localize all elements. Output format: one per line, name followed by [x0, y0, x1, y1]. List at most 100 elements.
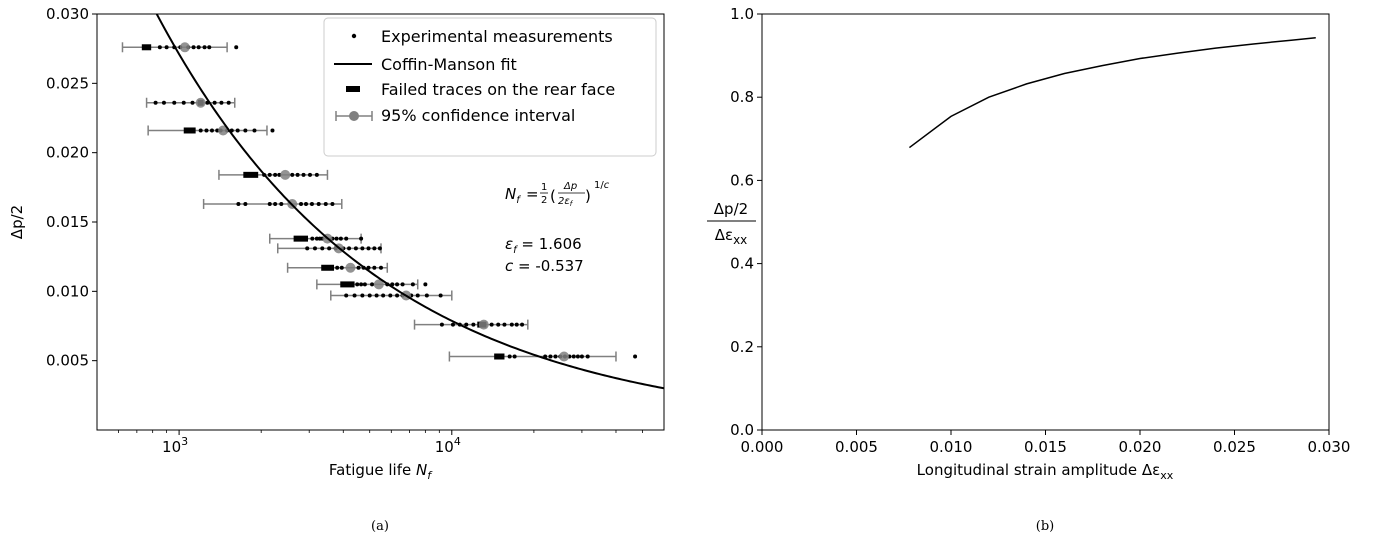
x-tick-label: 0.010	[930, 438, 973, 456]
fit-formula: Nf = 1 2 ( Δp 2εf ) 1/c	[505, 180, 610, 208]
experimental-point	[359, 236, 364, 241]
coffin-manson-fit-curve	[155, 14, 664, 390]
experimental-point	[366, 246, 371, 251]
y-tick-label: 0.6	[730, 171, 754, 189]
experimental-point	[273, 201, 278, 206]
experimental-point	[338, 236, 343, 241]
panel-a-plot-area	[121, 14, 664, 390]
experimental-point	[236, 201, 241, 206]
legend-label-failed: Failed traces on the rear face	[381, 80, 615, 99]
experimental-point	[370, 282, 375, 287]
panel-a-y-axis-label: Δp/2	[8, 205, 26, 239]
y-tick-label: 0.0	[730, 421, 754, 439]
x-tick-label: 0.025	[1213, 438, 1256, 456]
experimental-point	[339, 265, 344, 270]
experimental-point	[307, 172, 312, 177]
experimental-point	[243, 201, 248, 206]
experimental-point	[305, 246, 310, 251]
experimental-point	[198, 128, 203, 133]
failed-trace-bar	[340, 281, 355, 288]
svg-text:Δp/2: Δp/2	[714, 200, 748, 218]
experimental-point	[327, 246, 332, 251]
svg-text:=: =	[526, 185, 539, 203]
experimental-point	[316, 201, 321, 206]
y-tick-label: 0.015	[46, 213, 89, 231]
experimental-point	[633, 354, 638, 359]
experimental-point	[489, 322, 494, 327]
panel-b-x-axis-label: Longitudinal strain amplitude Δεxx	[917, 461, 1174, 482]
experimental-point	[209, 128, 214, 133]
svg-text:Δp: Δp	[563, 181, 577, 192]
experimental-point	[395, 293, 400, 298]
ci-mean-marker	[179, 42, 190, 53]
experimental-point	[219, 100, 224, 105]
experimental-point	[290, 172, 295, 177]
experimental-point	[388, 293, 393, 298]
x-tick-label: 0.030	[1308, 438, 1351, 456]
svg-text:1: 1	[541, 182, 547, 193]
experimental-point	[359, 282, 364, 287]
experimental-point	[330, 201, 335, 206]
experimental-point	[267, 201, 272, 206]
y-tick-label: 0.8	[730, 88, 754, 106]
experimental-point	[509, 322, 514, 327]
experimental-point	[320, 246, 325, 251]
failed-trace-bar	[321, 264, 335, 271]
y-tick-label: 0.020	[46, 144, 89, 162]
panel-b-y-ticks: 0.0 0.2 0.4 0.6 0.8 1.0	[730, 5, 762, 439]
experimental-point	[270, 128, 275, 133]
y-tick-label: 0.005	[46, 352, 89, 370]
experimental-point	[360, 246, 365, 251]
experimental-point	[496, 322, 501, 327]
legend-errorbar-marker	[349, 111, 359, 121]
panel-b-plot-area	[908, 36, 1316, 149]
svg-text:2εf: 2εf	[558, 196, 574, 208]
experimental-point	[191, 45, 196, 50]
panel-a-annotation: Nf = 1 2 ( Δp 2εf ) 1/c εf = 1.606 c = -…	[505, 180, 610, 275]
experimental-point	[381, 293, 386, 298]
experimental-point	[279, 201, 284, 206]
experimental-point	[344, 293, 349, 298]
experimental-point	[301, 172, 306, 177]
experimental-point	[502, 322, 507, 327]
experimental-point	[575, 354, 580, 359]
experimental-point	[579, 354, 584, 359]
experimental-point	[374, 293, 379, 298]
failed-trace-bar	[141, 44, 152, 51]
experimental-point	[352, 293, 357, 298]
panel-b-x-ticks: 0.000 0.005 0.010 0.015 0.020 0.025 0.030	[741, 430, 1351, 456]
experimental-point	[377, 246, 382, 251]
experimental-point	[553, 354, 558, 359]
experimental-point	[372, 246, 377, 251]
svg-text:(: (	[550, 187, 556, 205]
y-tick-label: 0.030	[46, 5, 89, 23]
experimental-point	[512, 354, 517, 359]
panel-a-x-ticks: 103 104	[118, 430, 643, 456]
experimental-point	[207, 45, 212, 50]
experimental-point	[314, 236, 319, 241]
experimental-point	[353, 246, 358, 251]
y-tick-label: 0.4	[730, 255, 754, 273]
y-tick-label: 0.025	[46, 74, 89, 92]
legend-label-experimental: Experimental measurements	[381, 27, 613, 46]
ratio-curve	[908, 36, 1316, 149]
experimental-point	[234, 45, 239, 50]
experimental-point	[507, 354, 512, 359]
experimental-point	[439, 322, 444, 327]
panel-a-legend: Experimental measurements Coffin-Manson …	[323, 17, 657, 157]
experimental-point	[450, 322, 455, 327]
experimental-point	[378, 265, 383, 270]
experimental-point	[334, 236, 339, 241]
experimental-point	[415, 293, 420, 298]
experimental-point	[181, 100, 186, 105]
experimental-point	[471, 322, 476, 327]
experimental-point	[424, 293, 429, 298]
ci-mean-marker	[280, 169, 291, 180]
eps-f-value: εf = 1.606	[505, 235, 582, 256]
experimental-point	[226, 100, 231, 105]
legend-label-ci: 95% confidence interval	[381, 106, 575, 125]
experimental-point	[410, 282, 415, 287]
ci-mean-marker	[373, 279, 384, 290]
y-tick-label: 0.010	[46, 282, 89, 300]
experimental-point	[304, 201, 309, 206]
